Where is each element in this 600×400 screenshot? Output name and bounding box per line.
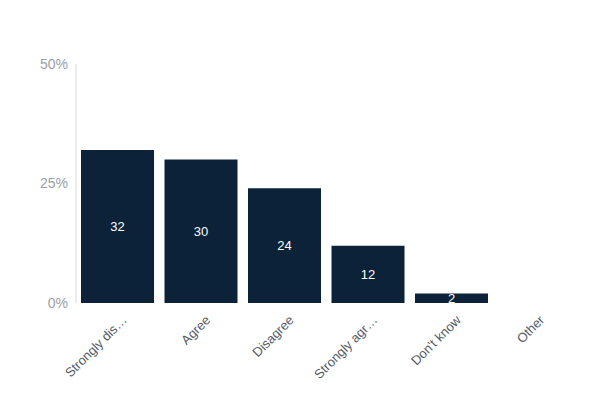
svg-text:12: 12 xyxy=(361,267,375,282)
svg-text:Other: Other xyxy=(514,312,548,346)
svg-text:50%: 50% xyxy=(40,56,68,72)
svg-text:Disagree: Disagree xyxy=(249,312,296,359)
svg-text:24: 24 xyxy=(277,238,291,253)
svg-text:30: 30 xyxy=(194,224,208,239)
svg-text:Don't know: Don't know xyxy=(408,312,464,368)
svg-text:0%: 0% xyxy=(48,295,68,311)
svg-text:Strongly agr…: Strongly agr… xyxy=(311,312,380,381)
svg-text:Strongly dis…: Strongly dis… xyxy=(62,312,130,380)
svg-text:2: 2 xyxy=(448,291,455,306)
svg-text:32: 32 xyxy=(110,219,124,234)
svg-text:Agree: Agree xyxy=(178,312,213,347)
svg-text:25%: 25% xyxy=(40,175,68,191)
